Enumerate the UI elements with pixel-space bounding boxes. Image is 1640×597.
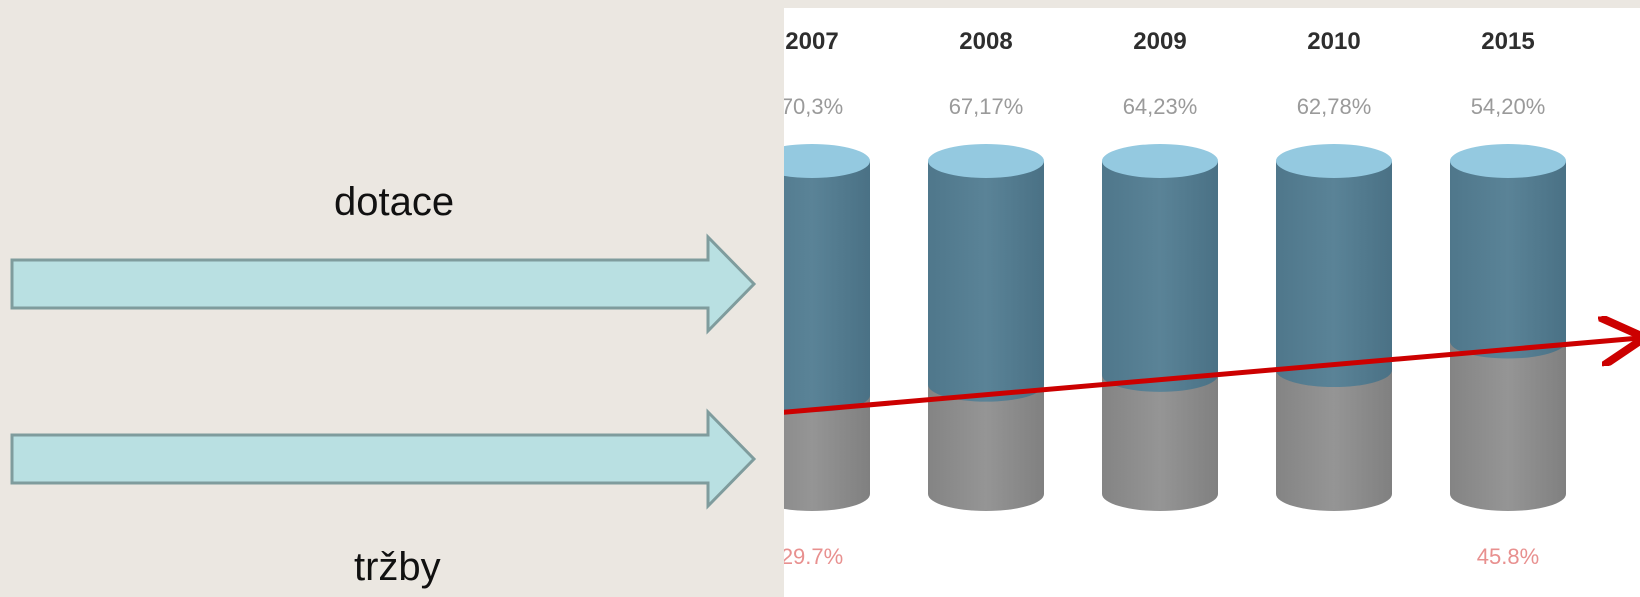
left-arrows: [10, 233, 757, 510]
cylinder-top-2010: [1276, 144, 1392, 178]
cylinder-2015: [1450, 144, 1566, 511]
cylinder-top-2008: [928, 144, 1044, 178]
dotace-arrow: [10, 233, 757, 335]
revenue-value-2007: 29.7%: [784, 544, 843, 569]
revenue-segment-2009: [1102, 374, 1218, 511]
cylinder-2007: [784, 144, 870, 511]
subsidy-segment-2009: [1102, 161, 1218, 392]
subsidy-value-2008: 67,17%: [949, 94, 1024, 119]
revenue-segment-2007: [784, 395, 870, 511]
trzby-arrow: [10, 408, 757, 510]
revenue-segment-2010: [1276, 370, 1392, 511]
cylinder-2008: [928, 144, 1044, 511]
cylinder-2009: [1102, 144, 1218, 511]
subsidy-segment-2010: [1276, 161, 1392, 388]
cylinder-2010: [1276, 144, 1392, 511]
subsidy-segment-2008: [928, 161, 1044, 402]
cylinder-top-2009: [1102, 144, 1218, 178]
revenue-value-2015: 45.8%: [1477, 544, 1539, 569]
year-label-2010: 2010: [1307, 28, 1360, 55]
year-label-2008: 2008: [959, 28, 1012, 55]
revenue-segment-2008: [928, 384, 1044, 511]
cylinder-top-2007: [784, 144, 870, 178]
year-label-2015: 2015: [1481, 28, 1534, 55]
cylinder-top-2015: [1450, 144, 1566, 178]
trend-arrow: [784, 338, 1640, 415]
subsidy-segment-2015: [1450, 161, 1566, 359]
subsidy-value-2009: 64,23%: [1123, 94, 1198, 119]
subsidy-segment-2007: [784, 161, 870, 413]
year-label-2007: 2007: [785, 28, 838, 55]
chart-labels: 2007 70,3% 29.7% 2008 67,17% 2009 64,23% 2010 62…: [784, 28, 1545, 569]
trzby-label: tržby: [354, 545, 441, 589]
chart-panel: 2007 70,3% 29.7% 2008 67,17% 2009 64,23% 2010 62…: [784, 8, 1640, 597]
bars: [784, 144, 1566, 511]
subsidy-value-2007: 70,3%: [784, 94, 843, 119]
cylinder-chart: 2007 70,3% 29.7% 2008 67,17% 2009 64,23% 2010 62…: [784, 28, 1640, 569]
subsidy-value-2010: 62,78%: [1297, 94, 1372, 119]
subsidy-value-2015: 54,20%: [1471, 94, 1546, 119]
revenue-segment-2015: [1450, 341, 1566, 511]
dotace-label: dotace: [334, 180, 455, 224]
year-label-2009: 2009: [1133, 28, 1186, 55]
